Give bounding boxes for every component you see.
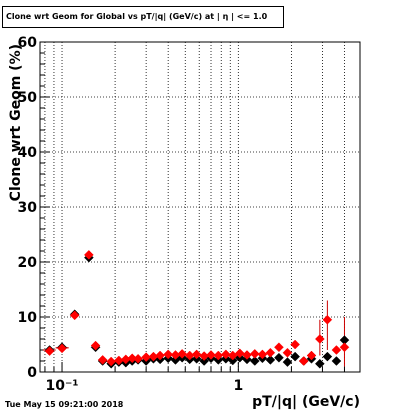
footer-timestamp: Tue May 15 09:21:00 2018 — [5, 400, 124, 409]
data-point-black — [290, 351, 300, 362]
data-point-red — [282, 347, 293, 358]
data-point-red — [242, 350, 252, 360]
data-point-red — [213, 350, 224, 361]
data-point-red — [290, 339, 300, 350]
data-point-red — [322, 314, 333, 325]
data-point-red — [57, 343, 67, 354]
data-point-red — [69, 310, 80, 321]
x-tick-label: 1 — [233, 378, 243, 394]
data-point-red — [257, 349, 268, 360]
data-point-red — [234, 348, 245, 359]
data-point-red — [331, 345, 342, 355]
data-point-red — [127, 353, 138, 364]
data-point-black — [227, 355, 238, 366]
data-point-red — [97, 355, 108, 365]
data-point-red — [155, 350, 165, 361]
data-point-red — [84, 249, 94, 260]
data-point-red — [306, 350, 317, 361]
data-point-red — [249, 348, 260, 359]
y-tick-label: 10 — [18, 310, 38, 326]
data-point-red — [90, 340, 101, 351]
data-point-red — [339, 342, 350, 353]
data-point-red — [191, 349, 202, 360]
data-point-black — [249, 356, 260, 366]
y-tick-label: 30 — [18, 200, 38, 216]
data-point-black — [331, 356, 342, 366]
data-point-red — [141, 352, 151, 363]
data-point-red — [221, 349, 231, 360]
data-point-red — [133, 353, 143, 364]
data-point-red — [298, 356, 309, 366]
y-tick-label: 40 — [18, 145, 38, 161]
y-axis-label: Clone wrt Geom (%) — [8, 44, 24, 201]
data-point-red — [106, 356, 117, 367]
x-axis-label: pT/|q| (GeV/c) — [252, 394, 360, 410]
y-tick-label: 50 — [18, 90, 38, 106]
data-point-black — [314, 358, 325, 369]
data-point-black — [282, 357, 293, 367]
x-tick-label: 10⁻¹ — [46, 378, 79, 394]
chart-title: Clone wrt Geom for Global vs pT/|q| (GeV… — [2, 6, 284, 28]
data-point-red — [177, 348, 187, 359]
data-point-black — [274, 352, 284, 363]
data-point-red — [265, 347, 276, 358]
y-tick-label: 60 — [18, 35, 38, 51]
data-point-black — [265, 355, 276, 365]
data-point-red — [274, 342, 284, 353]
y-tick-label: 0 — [27, 365, 37, 381]
data-point-red — [314, 334, 325, 344]
data-point-red — [206, 350, 216, 360]
data-point-red — [163, 349, 174, 360]
data-point-red — [44, 346, 55, 356]
data-point-black — [199, 356, 210, 366]
y-tick-label: 20 — [18, 255, 38, 271]
data-point-black — [322, 351, 333, 362]
